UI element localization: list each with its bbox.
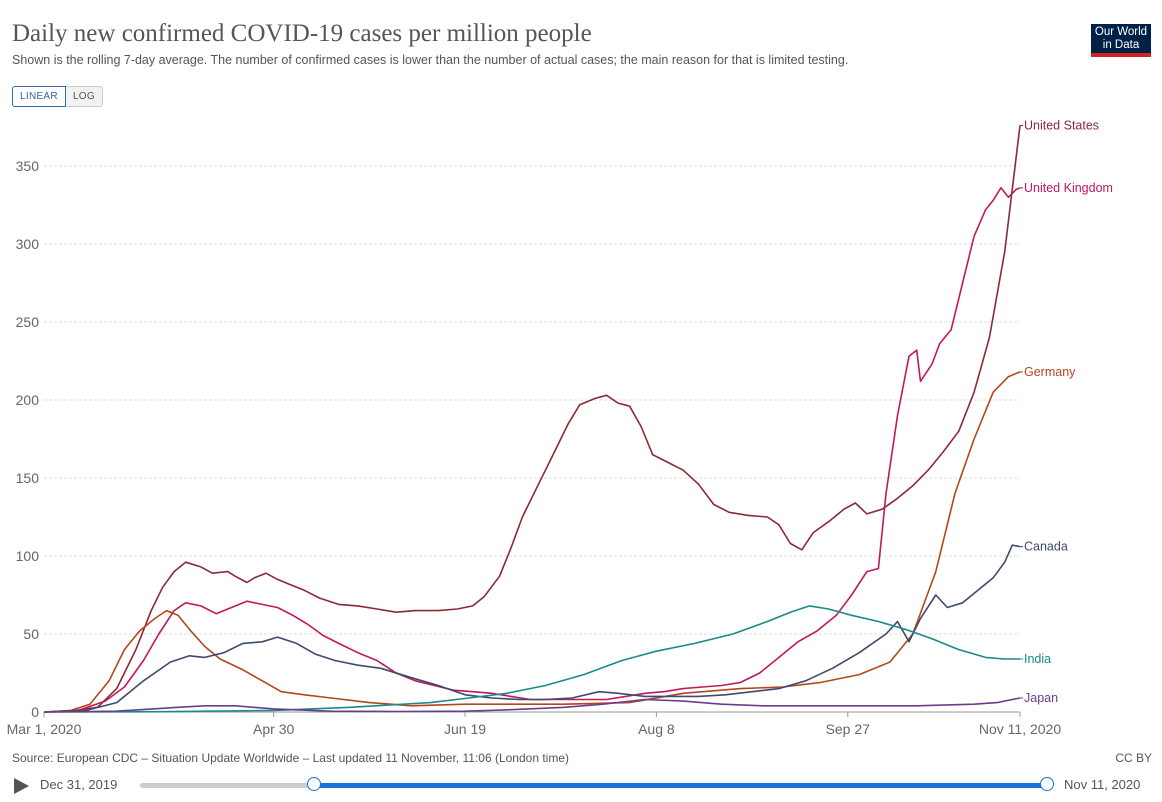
x-tick-label: Nov 11, 2020: [979, 721, 1061, 737]
line-chart: 0 50 100 150 200 250 300 350 Mar 1, 2020 Apr 30 Ju…: [7, 118, 1113, 737]
source-note: Source: European CDC – Situation Update …: [12, 751, 569, 765]
x-tick-label: Apr 30: [253, 721, 294, 737]
timeline-start-handle[interactable]: [307, 777, 321, 791]
y-tick-label: 50: [23, 626, 39, 642]
log-scale-button[interactable]: LOG: [65, 86, 103, 107]
series-label-canada: Canada: [1024, 540, 1068, 554]
logo-line-2: in Data: [1102, 39, 1140, 51]
x-tick-label: Mar 1, 2020: [7, 721, 82, 737]
series-label-japan: Japan: [1024, 691, 1058, 705]
series-label-united-states: United States: [1024, 118, 1099, 132]
timeline-selected-range[interactable]: [314, 783, 1047, 788]
logo-line-1: Our World: [1094, 26, 1148, 38]
y-tick-label: 250: [16, 314, 40, 330]
y-tick-label: 0: [31, 704, 39, 720]
y-tick-label: 350: [16, 158, 40, 174]
series-line-germany: [43, 371, 1021, 713]
license-link[interactable]: CC BY: [1115, 751, 1152, 765]
chart-title: Daily new confirmed COVID-19 cases per m…: [12, 20, 592, 47]
x-tick-label: Sep 27: [826, 721, 871, 737]
series-label-united-kingdom: United Kingdom: [1024, 181, 1113, 195]
timeline-end-label: Nov 11, 2020: [1064, 777, 1141, 792]
x-tick-label: Aug 8: [638, 721, 675, 737]
scale-toggle: LINEAR LOG: [12, 86, 103, 107]
linear-scale-button[interactable]: LINEAR: [12, 86, 66, 107]
owid-logo[interactable]: Our World in Data: [1091, 24, 1151, 57]
series-line-united-states: [43, 125, 1021, 713]
play-icon[interactable]: [14, 778, 29, 794]
timeline-start-label: Dec 31, 2019: [40, 777, 118, 792]
timeline: Dec 31, 2019 Nov 11, 2020: [0, 770, 1162, 800]
series-line-japan: [43, 697, 1021, 713]
series-line-india: [43, 605, 1020, 713]
series-line-canada: [43, 544, 1021, 713]
y-tick-label: 150: [16, 470, 40, 486]
y-tick-label: 100: [16, 548, 40, 564]
chart-subtitle: Shown is the rolling 7-day average. The …: [12, 53, 849, 67]
series-line-united-kingdom: [43, 187, 1021, 713]
series-label-germany: Germany: [1024, 365, 1076, 379]
x-tick-label: Jun 19: [444, 721, 486, 737]
y-tick-label: 200: [16, 392, 40, 408]
y-tick-label: 300: [16, 236, 40, 252]
series-label-india: India: [1024, 652, 1051, 666]
timeline-end-handle[interactable]: [1040, 777, 1054, 791]
